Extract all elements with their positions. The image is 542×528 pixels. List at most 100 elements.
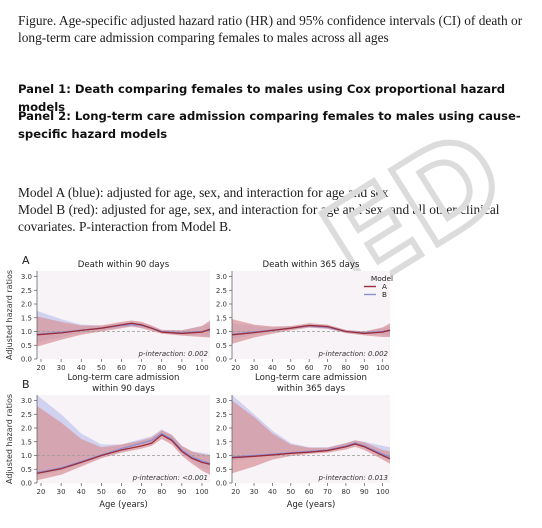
x-axis-title: Age (years)	[287, 499, 335, 509]
x-tick-label: 80	[157, 364, 166, 372]
y-tick-label: 1.5	[21, 314, 32, 322]
y-tick-label: 1.0	[216, 452, 227, 460]
panel-title: Death within 365 days	[263, 260, 360, 270]
y-tick-label: 0.0	[216, 356, 227, 364]
x-tick-label: 50	[286, 488, 295, 496]
x-tick-label: 80	[157, 488, 166, 496]
y-tick-label: 0.0	[21, 356, 32, 364]
p-interaction-label: p-interaction: 0.013	[318, 474, 388, 482]
x-tick-label: 50	[286, 364, 295, 372]
x-tick-label: 50	[97, 364, 106, 372]
y-tick-label: 2.0	[21, 425, 32, 433]
x-tick-label: 30	[57, 488, 66, 496]
x-tick-label: 90	[360, 364, 369, 372]
x-tick-label: 70	[137, 488, 146, 496]
panel-1-description: Panel 1: Death comparing females to male…	[18, 82, 506, 114]
legend-label-b: B	[382, 290, 387, 299]
y-tick-label: 2.5	[216, 411, 227, 419]
x-tick-label: 20	[37, 364, 46, 372]
p-interaction-label: p-interaction: 0.002	[318, 350, 389, 358]
x-tick-label: 90	[177, 364, 186, 372]
y-tick-label: 1.5	[216, 314, 227, 322]
y-tick-label: 2.0	[21, 301, 32, 309]
y-tick-label: 3.0	[216, 273, 227, 281]
y-tick-label: 1.0	[216, 328, 227, 336]
x-tick-label: 100	[376, 364, 389, 372]
p-interaction-label: p-interaction: <0.001	[132, 474, 208, 482]
x-tick-label: 80	[341, 364, 350, 372]
y-tick-label: 0.5	[21, 342, 32, 350]
x-tick-label: 70	[137, 364, 146, 372]
x-tick-label: 60	[305, 364, 314, 372]
model-a-description: Model A (blue): adjusted for age, sex, a…	[18, 185, 389, 200]
x-tick-label: 30	[250, 364, 259, 372]
x-tick-label: 30	[250, 488, 259, 496]
legend-title: Model	[371, 274, 393, 283]
x-tick-label: 70	[323, 488, 332, 496]
x-tick-label: 100	[195, 488, 208, 496]
panel-2-description: Panel 2: Long-term care admission compar…	[18, 109, 521, 141]
series-line-b	[231, 324, 391, 336]
y-axis-title-row-b: Adjusted hazard ratios	[5, 394, 14, 484]
x-tick-label: 90	[360, 488, 369, 496]
y-tick-label: 0.5	[21, 466, 32, 474]
x-tick-label: 30	[57, 364, 66, 372]
x-tick-label: 100	[376, 488, 389, 496]
plot-area	[232, 271, 390, 359]
x-tick-label: 20	[231, 364, 240, 372]
model-b-description: Model B (red): adjusted for age, sex, an…	[18, 202, 500, 234]
series-line-b	[36, 322, 211, 336]
panel-title: Death within 90 days	[78, 260, 170, 270]
y-tick-label: 1.5	[216, 438, 227, 446]
panel-title: within 90 days	[92, 384, 155, 394]
y-tick-label: 2.5	[21, 411, 32, 419]
x-tick-label: 80	[341, 488, 350, 496]
x-tick-label: 50	[97, 488, 106, 496]
y-tick-label: 0.0	[216, 480, 227, 488]
y-tick-label: 1.0	[21, 452, 32, 460]
y-tick-label: 2.0	[216, 301, 227, 309]
y-axis-title-row-a: Adjusted hazard ratios	[5, 270, 14, 360]
p-interaction-label: p-interaction: 0.002	[138, 350, 209, 358]
plot-area	[37, 271, 210, 359]
y-tick-label: 0.5	[216, 342, 227, 350]
y-tick-label: 3.0	[216, 397, 227, 405]
y-tick-label: 2.0	[216, 425, 227, 433]
x-axis-title: Age (years)	[99, 499, 147, 509]
x-tick-label: 40	[268, 488, 277, 496]
x-tick-label: 20	[37, 488, 46, 496]
chart-panel-1: Death within 90 days 0.0 0.5 1.0 1.5 2.0 2.5 3.…	[21, 260, 211, 372]
chart-panel-2: Death within 365 days 0.0 0.5 1.0 1.5 2.0 2.5 3…	[216, 260, 391, 372]
series-line-b	[36, 434, 211, 475]
x-tick-label: 40	[268, 364, 277, 372]
panel-title: within 365 days	[277, 384, 346, 394]
row-letter-a: A	[22, 254, 30, 267]
model-descriptions: Model A (blue): adjusted for age, sex, a…	[18, 184, 533, 235]
x-tick-label: 70	[323, 364, 332, 372]
x-tick-label: 90	[177, 488, 186, 496]
series-line-a	[36, 432, 211, 474]
series-line-b	[231, 443, 391, 460]
x-tick-label: 100	[195, 364, 208, 372]
row-letter-b: B	[22, 378, 30, 391]
panel-title: Long-term care admission	[255, 373, 367, 383]
x-tick-label: 20	[231, 488, 240, 496]
y-tick-label: 3.0	[21, 273, 32, 281]
y-tick-label: 3.0	[21, 397, 32, 405]
y-tick-label: 1.5	[21, 438, 32, 446]
x-tick-label: 40	[77, 488, 86, 496]
y-tick-label: 0.0	[21, 480, 32, 488]
panel-title: Long-term care admission	[68, 373, 180, 383]
legend-label-a: A	[382, 282, 387, 291]
y-tick-label: 2.5	[216, 287, 227, 295]
y-tick-label: 1.0	[21, 328, 32, 336]
x-tick-label: 60	[117, 364, 126, 372]
figure-caption: Figure. Age-specific adjusted hazard rat…	[18, 13, 523, 45]
y-tick-label: 2.5	[21, 287, 32, 295]
x-tick-label: 40	[77, 364, 86, 372]
